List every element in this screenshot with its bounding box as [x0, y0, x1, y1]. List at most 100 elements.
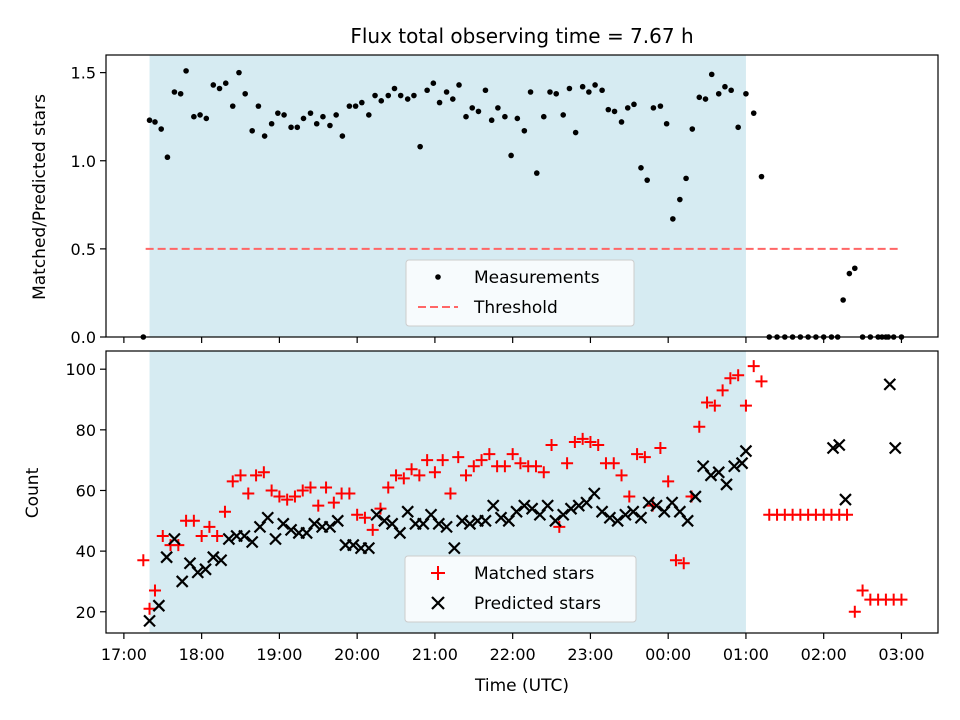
measurement-point [677, 196, 683, 203]
predicted-star-point [883, 378, 897, 391]
matched-star-point [506, 448, 519, 461]
count-y-axis-label: Count [23, 467, 43, 518]
predicted-star-point [603, 511, 617, 525]
measurement-point [670, 216, 676, 222]
measurement-point [560, 112, 567, 118]
predicted-star-point [486, 499, 500, 512]
measurement-point [404, 96, 411, 102]
ratio-legend: Measurements Threshold [405, 259, 635, 327]
matched-star-point [568, 435, 581, 448]
matched-star-point [724, 372, 737, 385]
y-tick-label: 1.5 [71, 64, 96, 83]
ratio-y-axis-label: Matched/Predicted stars [30, 94, 50, 300]
matched-star-point [841, 508, 854, 521]
matched-star-point [288, 490, 301, 503]
measurement-point [443, 89, 450, 95]
measurement-point [197, 112, 203, 118]
predicted-star-point [518, 499, 531, 512]
matched-star-point [592, 439, 605, 451]
predicted-star-point [238, 529, 251, 543]
measurement-point [502, 113, 508, 120]
predicted-star-point [704, 469, 718, 482]
measurement-point [411, 92, 417, 99]
measurement-point [333, 112, 339, 118]
matched-star-point [545, 439, 558, 451]
measurement-point [327, 122, 333, 129]
measurement-point [378, 98, 385, 104]
measurement-point [339, 133, 346, 139]
matched-star-point [623, 490, 636, 503]
predicted-star-point [191, 566, 205, 579]
measurement-point [611, 108, 618, 115]
predicted-star-point [401, 505, 414, 518]
matched-star-point [436, 454, 449, 467]
predicted-star-point [152, 599, 166, 612]
measurement-point [203, 115, 210, 122]
measurement-point [430, 80, 437, 86]
matched-star-point [537, 466, 550, 479]
x-tick-label: 03:00 [878, 645, 924, 664]
measurement-point [758, 173, 765, 180]
x-tick-label: 00:00 [645, 645, 691, 664]
measurement-point [346, 103, 353, 109]
predicted-star-point [556, 508, 570, 522]
y-tick-label: 0.0 [71, 328, 96, 347]
predicted-star-point [681, 514, 694, 528]
matched-star-point [895, 593, 908, 606]
predicted-star-point [720, 478, 733, 491]
predicted-star-point [269, 532, 282, 546]
predicted-star-point [199, 563, 212, 576]
predicted-star-point [727, 459, 741, 473]
matched-star-point [475, 454, 488, 467]
measurement-point [229, 103, 236, 109]
matched-star-point [747, 360, 760, 373]
predicted-star-point [634, 511, 648, 525]
measurement-point [650, 105, 657, 111]
measurement-point [482, 87, 489, 94]
measurement-point [521, 127, 528, 134]
y-tick-label: 20 [76, 603, 96, 622]
predicted-star-point [642, 496, 656, 509]
matched-star-point [265, 484, 278, 497]
measurement-point [391, 85, 398, 92]
measurement-point [840, 297, 846, 303]
measurement-point [242, 90, 248, 97]
matched-star-point [561, 457, 574, 470]
measurement-point [436, 99, 443, 106]
measurement-point [372, 92, 378, 99]
matched-star-point [405, 463, 418, 476]
measurement-point [644, 177, 650, 183]
measurement-point [366, 112, 372, 118]
matched-star-point [257, 466, 270, 479]
measurement-point [750, 110, 757, 116]
matched-star-point [242, 487, 255, 500]
matched-star-point [662, 475, 675, 488]
x-tick-label: 20:00 [334, 645, 380, 664]
legend-predicted-marker [431, 596, 445, 610]
legend-predicted-label: Predicted stars [474, 594, 601, 614]
legend-matched-label: Matched stars [474, 564, 594, 584]
matched-star-point [156, 529, 169, 542]
predicted-star-point [619, 508, 632, 522]
measurement-point [222, 80, 229, 86]
matched-star-point [693, 420, 706, 433]
measurement-point [846, 270, 853, 277]
x-axis-label: Time (UTC) [474, 676, 569, 696]
predicted-star-point [168, 532, 181, 546]
measurement-point [152, 119, 158, 125]
measurement-point [177, 90, 184, 97]
predicted-star-point [175, 575, 189, 588]
measurement-point [281, 112, 287, 118]
predicted-star-point [832, 438, 846, 452]
measurement-point [618, 119, 625, 125]
y-tick-label: 0.5 [71, 240, 96, 259]
legend-measurements-marker [435, 274, 441, 280]
matched-star-point [428, 466, 441, 479]
measurement-point [553, 90, 560, 97]
matched-star-point [218, 505, 231, 518]
matched-star-point [452, 451, 465, 464]
matched-star-point [483, 448, 496, 461]
matched-star-point [187, 514, 200, 527]
predicted-star-point [463, 517, 477, 531]
